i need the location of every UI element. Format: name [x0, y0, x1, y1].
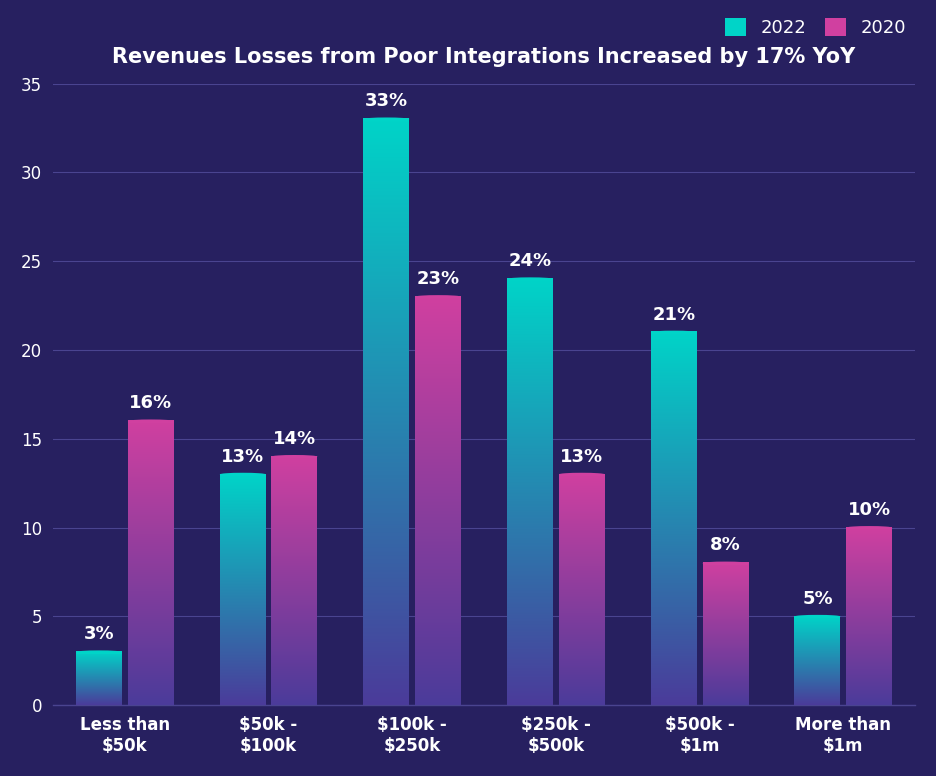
Ellipse shape [846, 526, 892, 529]
Bar [363, 119, 409, 120]
Ellipse shape [507, 277, 553, 280]
Text: 14%: 14% [273, 430, 316, 448]
Bar [271, 456, 317, 458]
Text: 21%: 21% [652, 306, 695, 324]
Text: 16%: 16% [129, 394, 172, 412]
Ellipse shape [363, 117, 409, 120]
Bar [416, 296, 461, 298]
Text: 13%: 13% [221, 448, 264, 466]
Ellipse shape [220, 473, 266, 476]
Bar [507, 279, 553, 280]
Ellipse shape [416, 295, 461, 298]
Legend: 2022, 2020: 2022, 2020 [724, 18, 906, 37]
Ellipse shape [703, 562, 749, 565]
Bar [846, 528, 892, 529]
Ellipse shape [271, 455, 317, 458]
Text: 13%: 13% [561, 448, 604, 466]
Text: 5%: 5% [802, 590, 833, 608]
Ellipse shape [651, 331, 696, 334]
Text: 24%: 24% [508, 252, 551, 270]
Bar [128, 421, 174, 423]
Bar [76, 652, 122, 653]
Text: 23%: 23% [417, 270, 460, 288]
Bar [703, 563, 749, 565]
Title: Revenues Losses from Poor Integrations Increased by 17% YoY: Revenues Losses from Poor Integrations I… [112, 47, 856, 67]
Text: 8%: 8% [710, 536, 741, 554]
Ellipse shape [795, 615, 841, 618]
Ellipse shape [76, 650, 122, 653]
Text: 10%: 10% [848, 501, 891, 519]
Bar [559, 474, 605, 476]
Text: 33%: 33% [365, 92, 408, 110]
Ellipse shape [128, 420, 174, 423]
Bar [220, 474, 266, 476]
Text: 3%: 3% [83, 625, 114, 643]
Bar [795, 616, 841, 618]
Ellipse shape [559, 473, 605, 476]
Bar [651, 332, 696, 334]
